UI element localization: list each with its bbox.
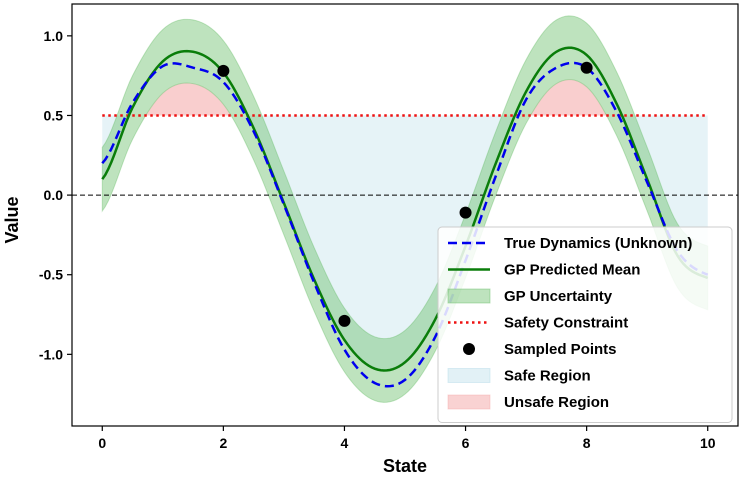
legend-label: Unsafe Region	[504, 394, 609, 411]
unsafe-region	[102, 79, 708, 116]
x-tick-label: 8	[583, 435, 591, 451]
y-tick-label: -0.5	[39, 267, 63, 283]
sampled-point	[338, 314, 351, 327]
x-tick-label: 10	[700, 435, 716, 451]
sampled-point	[580, 61, 593, 74]
y-axis-label: Value	[2, 196, 22, 243]
y-tick-label: 1.0	[44, 28, 64, 44]
x-tick-label: 6	[462, 435, 470, 451]
axes-layer: 0 2 4 6 8 10 -1.0 -0.5 0.0 0.5 1.0	[39, 3, 739, 451]
legend-label: Safe Region	[504, 368, 591, 385]
y-tick-label: -1.0	[39, 346, 63, 362]
lines-layer	[72, 46, 738, 388]
points-layer	[217, 61, 593, 327]
legend-handle-points	[463, 343, 475, 355]
x-tick-label: 4	[341, 435, 349, 451]
x-tick-label: 0	[98, 435, 106, 451]
x-tick-label: 2	[219, 435, 227, 451]
plot-frame	[71, 3, 739, 427]
x-axis-label: State	[383, 456, 427, 476]
sampled-point	[217, 64, 230, 77]
legend-label: GP Uncertainty	[504, 288, 613, 305]
legend-label: GP Predicted Mean	[504, 262, 640, 279]
legend-label: Sampled Points	[504, 341, 617, 358]
safe-region	[102, 115, 708, 371]
true-dynamics-line	[101, 61, 709, 388]
legend: True Dynamics (Unknown) GP Predicted Mean…	[437, 226, 733, 423]
regions-layer	[102, 79, 708, 371]
legend-box	[437, 226, 733, 423]
sampled-point	[459, 206, 472, 219]
legend-handle-patch	[447, 368, 491, 383]
legend-label: True Dynamics (Unknown)	[504, 235, 692, 252]
legend-handle-patch	[447, 288, 491, 304]
y-tick-label: 0.0	[44, 187, 64, 203]
gp-mean-line	[101, 46, 709, 372]
legend-label: Safety Constraint	[504, 315, 628, 332]
legend-handle-patch	[447, 394, 491, 410]
y-tick-label: 0.5	[44, 107, 64, 123]
